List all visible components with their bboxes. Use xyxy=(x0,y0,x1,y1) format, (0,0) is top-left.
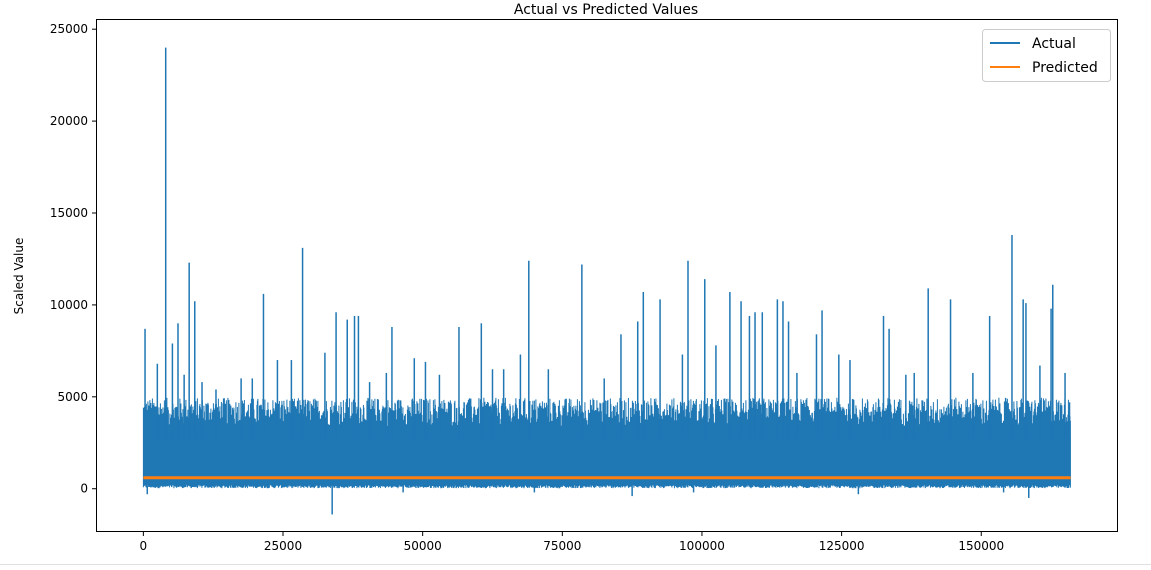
axes-frame xyxy=(96,19,1118,532)
x-tick-label: 50000 xyxy=(404,539,442,553)
x-tick-label: 25000 xyxy=(264,539,302,553)
chart-title: Actual vs Predicted Values xyxy=(514,2,698,18)
y-tick-label: 10000 xyxy=(50,298,88,312)
x-tick-label: 100000 xyxy=(679,539,725,553)
x-tick-label: 0 xyxy=(140,539,148,553)
y-tick-label: 20000 xyxy=(50,114,88,128)
x-axis: 0 25000 50000 75000 100000 125000 150000 xyxy=(140,531,1004,553)
x-tick-label: 125000 xyxy=(819,539,865,553)
y-axis-label: Scaled Value xyxy=(12,238,26,315)
legend-label-predicted: Predicted xyxy=(1032,60,1098,76)
y-axis: 0 5000 10000 15000 20000 25000 xyxy=(50,22,97,496)
legend: Actual Predicted xyxy=(982,29,1111,82)
y-tick-label: 25000 xyxy=(50,22,88,36)
plot-content xyxy=(142,47,1071,515)
y-tick-label: 0 xyxy=(80,482,88,496)
legend-label-actual: Actual xyxy=(1032,36,1076,52)
y-tick-label: 15000 xyxy=(50,206,88,220)
y-tick-label: 5000 xyxy=(57,390,88,404)
x-tick-label: 75000 xyxy=(543,539,581,553)
cell-divider xyxy=(0,564,1151,565)
x-tick-label: 150000 xyxy=(958,539,1004,553)
